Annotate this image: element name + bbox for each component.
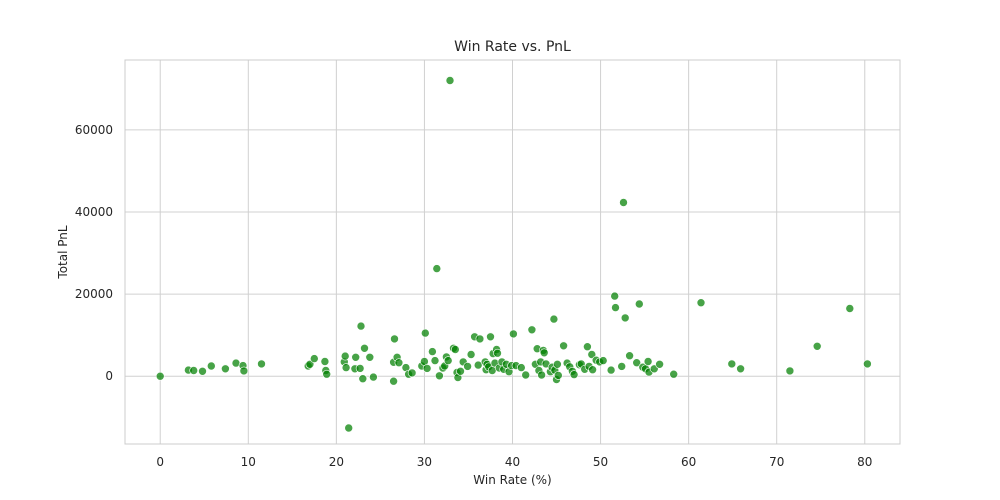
y-tick-labels: 0 20000 40000 60000: [75, 123, 113, 383]
data-point: [352, 353, 360, 361]
data-point: [487, 333, 495, 341]
data-point: [464, 362, 472, 370]
data-point: [431, 357, 439, 365]
data-point: [626, 352, 634, 360]
x-tick-label: 80: [857, 455, 872, 469]
data-point: [323, 370, 331, 378]
data-point: [538, 371, 546, 379]
data-point: [361, 344, 369, 352]
data-point: [670, 370, 678, 378]
data-point: [522, 371, 530, 379]
data-point: [553, 360, 561, 368]
x-tick-label: 50: [593, 455, 608, 469]
data-point: [737, 365, 745, 373]
data-point: [356, 364, 364, 372]
data-point: [570, 371, 578, 379]
grid: [125, 60, 900, 444]
data-point: [428, 348, 436, 356]
data-point: [607, 366, 615, 374]
data-point: [863, 360, 871, 368]
data-point: [728, 360, 736, 368]
y-tick-label: 40000: [75, 205, 113, 219]
data-point: [554, 371, 562, 379]
x-tick-label: 30: [417, 455, 432, 469]
x-tick-label: 60: [681, 455, 696, 469]
data-point: [433, 265, 441, 273]
data-point: [342, 364, 350, 372]
data-point: [390, 377, 398, 385]
data-point: [341, 352, 349, 360]
x-tick-label: 0: [156, 455, 164, 469]
data-point: [423, 364, 431, 372]
data-point: [345, 424, 353, 432]
y-tick-label: 60000: [75, 123, 113, 137]
data-point: [611, 292, 619, 300]
data-point: [221, 365, 229, 373]
data-point: [156, 372, 164, 380]
data-point: [207, 362, 215, 370]
data-point: [357, 322, 365, 330]
data-point: [635, 300, 643, 308]
data-point: [589, 366, 597, 374]
data-point: [457, 367, 465, 375]
data-point: [599, 357, 607, 365]
data-point: [408, 369, 416, 377]
data-point: [697, 299, 705, 307]
data-point: [476, 335, 484, 343]
x-tick-label: 20: [329, 455, 344, 469]
data-point: [421, 329, 429, 337]
data-point: [359, 375, 367, 383]
y-tick-label: 0: [105, 369, 113, 383]
data-point: [310, 355, 318, 363]
data-point: [395, 359, 403, 367]
data-point: [621, 314, 629, 322]
data-point: [644, 358, 652, 366]
data-point: [444, 357, 452, 365]
data-point: [190, 367, 198, 375]
data-point: [467, 351, 475, 359]
x-tick-label: 70: [769, 455, 784, 469]
y-tick-label: 20000: [75, 287, 113, 301]
data-point: [451, 346, 459, 354]
data-point: [494, 349, 502, 357]
data-point: [620, 199, 628, 207]
x-axis-label: Win Rate (%): [473, 473, 551, 487]
data-point: [321, 358, 329, 366]
data-point: [846, 305, 854, 313]
data-point: [509, 330, 517, 338]
data-point: [369, 373, 377, 381]
y-axis-label: Total PnL: [56, 225, 70, 279]
data-point: [199, 367, 207, 375]
data-point: [618, 362, 626, 370]
data-point: [391, 335, 399, 343]
data-point: [488, 367, 496, 375]
data-point: [786, 367, 794, 375]
x-tick-labels: 0 10 20 30 40 50 60 70 80: [156, 455, 872, 469]
data-point: [813, 342, 821, 350]
x-tick-label: 40: [505, 455, 520, 469]
data-point: [560, 342, 568, 350]
data-point: [446, 77, 454, 85]
chart-title: Win Rate vs. PnL: [454, 39, 571, 55]
data-point: [240, 367, 248, 375]
data-point: [258, 360, 266, 368]
data-point: [612, 304, 620, 312]
data-point: [583, 343, 591, 351]
data-point: [517, 364, 525, 372]
data-point: [656, 360, 664, 368]
data-point: [366, 353, 374, 361]
data-point: [550, 315, 558, 323]
data-point: [528, 326, 536, 334]
data-point: [435, 372, 443, 380]
x-tick-label: 10: [241, 455, 256, 469]
data-point: [540, 349, 548, 357]
